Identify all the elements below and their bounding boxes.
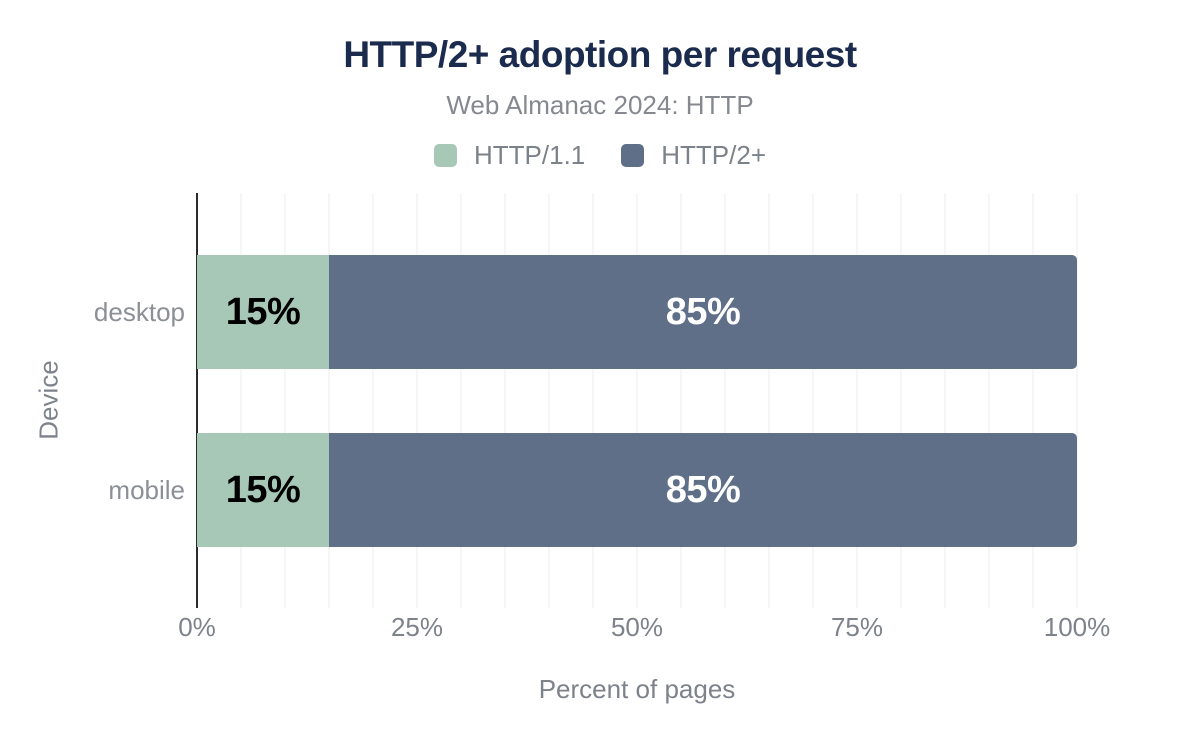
x-tick-0: 0%	[178, 612, 216, 642]
y-axis-line	[196, 193, 198, 608]
legend-item-http11[interactable]: HTTP/1.1	[434, 140, 585, 171]
x-tick-75: 75%	[830, 612, 884, 642]
gridlines	[197, 193, 1078, 608]
x-axis-ticks: 0% 25% 50% 75% 100%	[178, 612, 1110, 642]
bar-desktop-http11[interactable]: 15%	[197, 255, 329, 369]
x-tick-100: 100%	[1043, 612, 1111, 642]
category-label-mobile: mobile	[108, 475, 185, 505]
bar-mobile-http2plus-value: 85%	[665, 468, 741, 511]
legend-label-http11: HTTP/1.1	[474, 140, 586, 170]
legend: HTTP/1.1 HTTP/2+	[0, 140, 1200, 171]
bar-mobile-http11-value: 15%	[225, 468, 301, 511]
bar-desktop-http2plus[interactable]: 85%	[329, 255, 1077, 369]
category-label-desktop: desktop	[93, 297, 185, 327]
chart-title: HTTP/2+ adoption per request	[343, 34, 857, 75]
legend-label-http2plus: HTTP/2+	[661, 140, 766, 170]
x-tick-50: 50%	[610, 612, 664, 642]
plot-area: 15% 85% 15% 85%	[196, 193, 1078, 608]
bar-mobile-http11[interactable]: 15%	[197, 433, 329, 547]
bar-row-desktop: 15% 85%	[197, 255, 1077, 369]
x-axis-title: Percent of pages	[538, 674, 736, 704]
bar-mobile-http2plus[interactable]: 85%	[329, 433, 1077, 547]
chart-subtitle: Web Almanac 2024: HTTP	[446, 90, 754, 120]
y-axis-title: Device	[33, 360, 64, 440]
x-tick-25: 25%	[390, 612, 444, 642]
bar-desktop-http11-value: 15%	[225, 290, 301, 333]
legend-swatch-http2plus-icon	[621, 144, 645, 167]
bar-row-mobile: 15% 85%	[197, 433, 1077, 547]
bar-desktop-http2plus-value: 85%	[665, 290, 741, 333]
legend-item-http2plus[interactable]: HTTP/2+	[621, 140, 766, 171]
legend-swatch-http11-icon	[434, 144, 457, 167]
